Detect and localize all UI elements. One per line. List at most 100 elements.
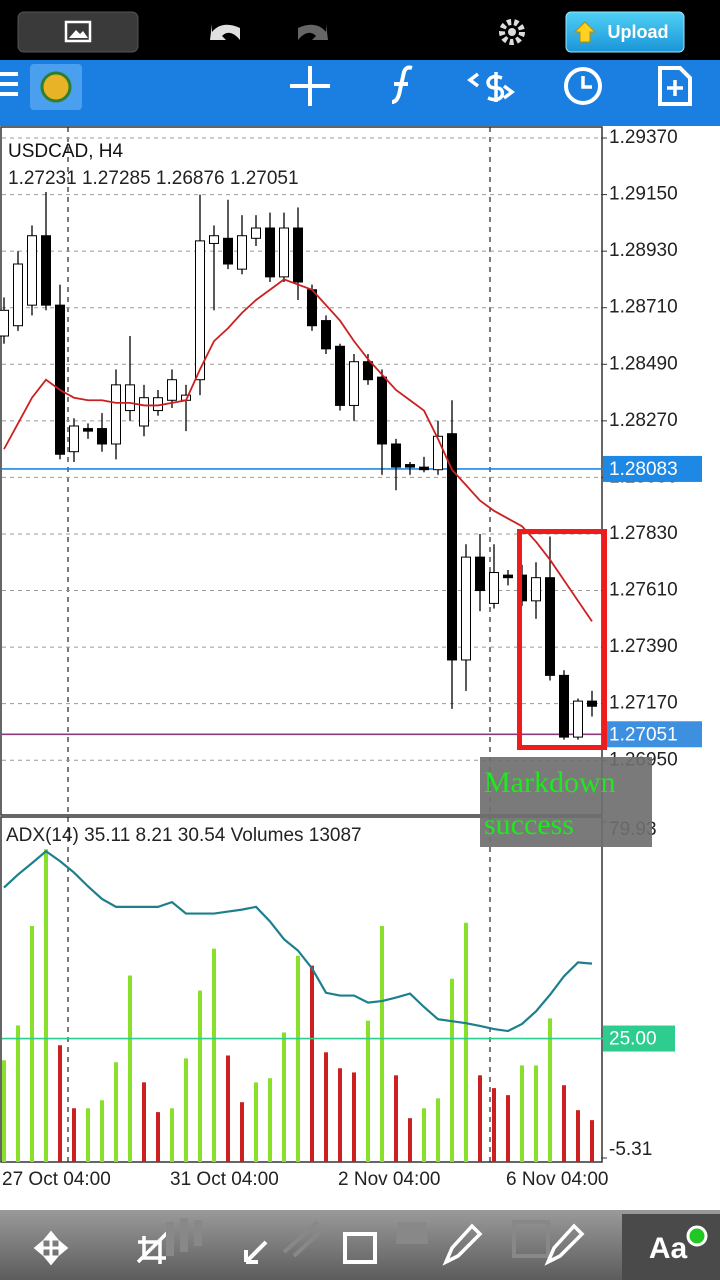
volume-bar xyxy=(422,1108,426,1162)
new-order-icon[interactable] xyxy=(658,66,692,106)
adx-level-tag xyxy=(603,1025,675,1052)
volume-bar xyxy=(184,1058,188,1162)
annotation: Markdown success xyxy=(480,757,652,847)
price-level-tag xyxy=(603,721,702,748)
menu-icon[interactable] xyxy=(0,72,18,96)
volume-bar xyxy=(352,1072,356,1162)
candle-body xyxy=(475,556,485,592)
volume-bar xyxy=(380,925,384,1162)
volume-bar xyxy=(464,922,468,1162)
history-icon[interactable] xyxy=(564,67,602,105)
new-order-plus xyxy=(667,80,683,96)
upload-button-bg[interactable] xyxy=(565,11,685,53)
candle-body xyxy=(111,384,121,445)
text-button-bg[interactable] xyxy=(622,1214,720,1280)
trade-icon[interactable] xyxy=(467,72,515,102)
crop-tool[interactable] xyxy=(136,1230,170,1264)
pencil-tool[interactable] xyxy=(442,1223,483,1266)
y-tick-label: 1.29150 xyxy=(609,184,678,205)
volume-bar xyxy=(2,1060,6,1162)
volume-bar xyxy=(282,1032,286,1162)
candle-body xyxy=(223,237,233,265)
volume-bar xyxy=(534,1065,538,1162)
candle-body xyxy=(265,227,275,278)
volume-bar xyxy=(492,1088,496,1162)
candle-body xyxy=(461,556,471,661)
indicators-icon[interactable] xyxy=(391,65,413,104)
crosshair-icon[interactable] xyxy=(290,66,330,106)
volume-bar xyxy=(156,1112,160,1162)
text-tool[interactable]: Aa xyxy=(649,1232,688,1265)
volume-bar xyxy=(548,1018,552,1162)
volume-bar xyxy=(142,1082,146,1162)
volume-bar xyxy=(198,990,202,1162)
upload-button[interactable]: Upload xyxy=(565,11,685,53)
x-tick-label: 31 Oct 04:00 xyxy=(170,1169,279,1190)
inbox-tool[interactable] xyxy=(396,1222,428,1244)
candle-body xyxy=(237,235,247,270)
candle-body xyxy=(433,435,443,471)
volume-bar xyxy=(30,925,34,1162)
volume-bar xyxy=(366,1020,370,1162)
symbol-title: USDCAD, H4 xyxy=(8,141,124,162)
candle-body xyxy=(195,240,205,381)
y-tick-label: 1.28930 xyxy=(609,240,678,261)
annotation-line: success xyxy=(484,808,574,841)
candle-body xyxy=(545,577,555,676)
volume-bar xyxy=(170,1108,174,1162)
chart-type-tool[interactable] xyxy=(166,1218,202,1256)
volume-bar xyxy=(576,1110,580,1162)
y-tick-label: 1.27830 xyxy=(609,523,678,544)
volume-bar xyxy=(394,1075,398,1162)
settings-icon[interactable] xyxy=(499,19,525,45)
candle-body xyxy=(41,235,51,306)
volume-bar xyxy=(436,1098,440,1162)
status-dot xyxy=(686,1225,708,1247)
y-tick-label: -5.31 xyxy=(609,1139,652,1160)
move-tool[interactable] xyxy=(33,1230,69,1266)
chart-toolbar xyxy=(0,60,720,126)
gallery-icon xyxy=(64,20,92,43)
candle-body xyxy=(167,379,177,401)
candle-body xyxy=(69,425,79,453)
price-level-tag xyxy=(603,455,702,482)
volume-bar xyxy=(310,965,314,1162)
volume-bar xyxy=(296,955,300,1162)
moving-average xyxy=(3,278,593,622)
volume-bar xyxy=(338,1068,342,1162)
annotation-bg xyxy=(480,757,652,847)
arrow-tool[interactable] xyxy=(244,1240,268,1264)
line-tool[interactable] xyxy=(282,1220,324,1258)
x-tick-label: 6 Nov 04:00 xyxy=(506,1169,608,1190)
candle-body xyxy=(335,345,345,406)
volume-bar xyxy=(450,978,454,1162)
volume-bar xyxy=(114,1062,118,1162)
x-tick-label: 2 Nov 04:00 xyxy=(338,1169,440,1190)
history-hands xyxy=(581,76,592,89)
gallery-button[interactable] xyxy=(17,11,139,53)
candle-body xyxy=(559,674,569,738)
candle-body xyxy=(587,700,597,707)
candle-body xyxy=(97,428,107,445)
volume-bar xyxy=(16,1025,20,1162)
candle-body xyxy=(349,361,359,406)
rectangle-tool[interactable] xyxy=(343,1232,377,1264)
indicator-pane-frame xyxy=(0,816,603,1163)
upload-label[interactable]: Upload xyxy=(608,22,669,42)
y-tick-label: 1.29370 xyxy=(609,127,678,148)
candle-body xyxy=(0,309,9,337)
redo-icon[interactable] xyxy=(298,24,328,40)
volume-bar xyxy=(562,1085,566,1162)
undo-icon[interactable] xyxy=(210,24,240,40)
news-tool[interactable] xyxy=(512,1220,550,1258)
pencil-tool-2[interactable] xyxy=(544,1223,585,1266)
candle-body xyxy=(293,227,303,283)
gallery-icon-mount xyxy=(69,30,88,38)
annotation-line: Markdown xyxy=(484,766,616,799)
volume-bar xyxy=(72,1108,76,1162)
candle-body xyxy=(363,361,373,381)
volume-bar xyxy=(324,1052,328,1162)
price-level-label: 1.28083 xyxy=(609,459,678,480)
